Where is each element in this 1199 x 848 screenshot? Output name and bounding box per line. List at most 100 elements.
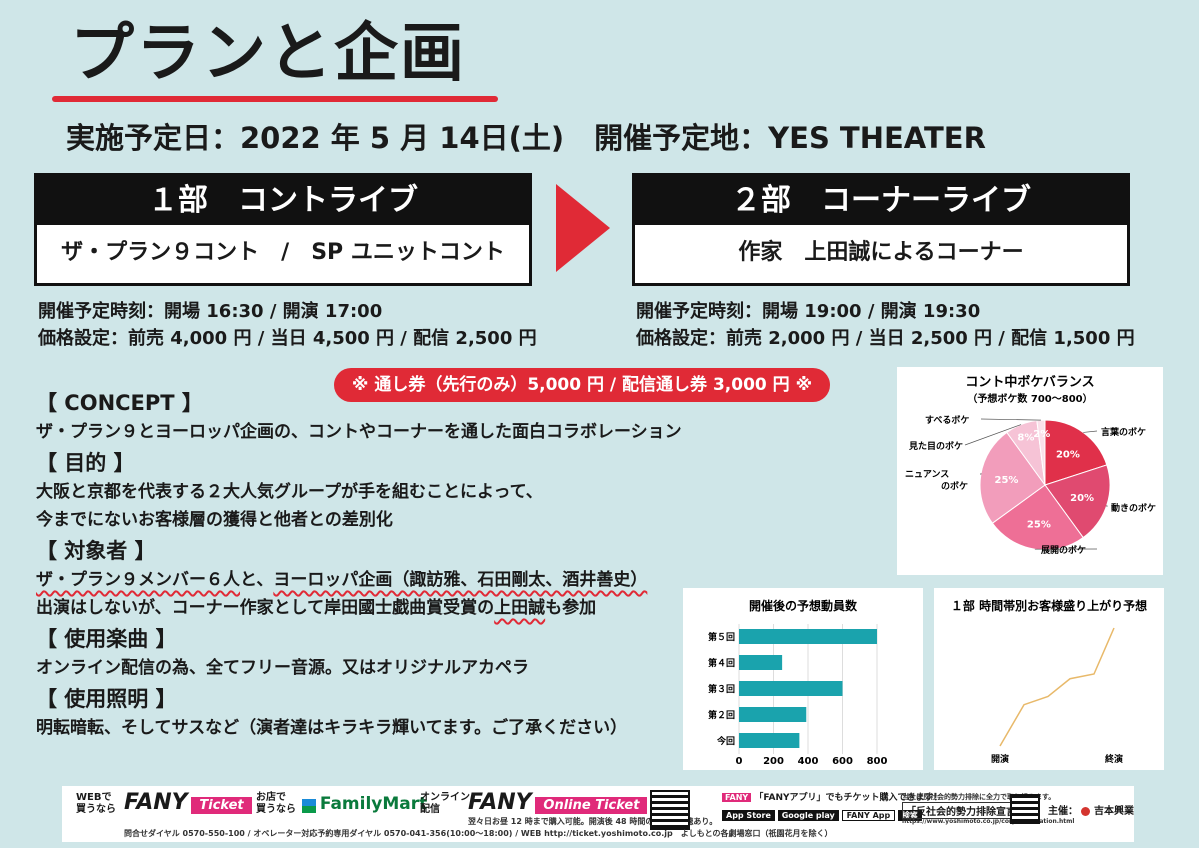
purpose-line1: 大阪と京都を代表する２大人気グループが手を組むことによって、 — [36, 482, 543, 502]
target-europa: ヨーロッパ企画（諏訪雅、石田剛太、酒井善史） — [273, 570, 648, 590]
ticket-tag: Ticket — [191, 797, 252, 814]
fany-online-logo[interactable]: FANY Online Ticket — [468, 790, 648, 815]
line-chart-panel: １部 時間帯別お客様盛り上がり予想 開演 終演 — [934, 588, 1164, 770]
pie-category-label: ニュアンス — [905, 469, 949, 480]
yoshimoto-logo-icon — [1081, 806, 1091, 816]
bar-category-label: 第２回 — [708, 709, 735, 721]
google-play-badge[interactable]: Google play — [777, 810, 839, 821]
bar-category-label: 第５回 — [708, 631, 735, 643]
app-store-badge[interactable]: App Store — [722, 810, 775, 821]
part2-heading: ２部 コーナーライブ — [635, 176, 1127, 225]
bar-category-label: 第３回 — [708, 683, 735, 695]
bar-x-tick: 800 — [867, 756, 888, 767]
event-venue: 開催予定地：YES THEATER — [594, 121, 986, 155]
bar-x-tick: 600 — [832, 756, 853, 767]
pie-value-label: 20% — [1070, 493, 1094, 504]
pie-leader-line — [1083, 430, 1098, 433]
part2-subtitle: 作家 上田誠によるコーナー — [738, 240, 1024, 265]
line-title: １部 時間帯別お客様盛り上がり予想 — [951, 598, 1147, 613]
part2-price: 価格設定：前売 2,000 円 / 当日 2,500 円 / 配信 1,500 … — [636, 328, 1135, 349]
line-series — [999, 627, 1115, 747]
fany-app-search[interactable]: FANY App — [841, 810, 896, 821]
pie-slice — [1044, 419, 1108, 486]
app-note-text: 「FANYアプリ」でもチケット購入できます！ — [754, 793, 943, 803]
store-buy-label: お店で 買うなら — [256, 792, 296, 815]
bar-category-label: 今回 — [716, 735, 735, 747]
target-line2: 出演はしないが、コーナー作家として岸田國士戯曲賞受賞の上田誠も参加 — [36, 594, 682, 622]
online-ticket-tag: Online Ticket — [535, 797, 648, 814]
pass-ticket-badge: ※ 通し券（先行のみ）5,000 円 / 配信通し券 3,000 円 ※ — [334, 368, 830, 402]
target-connector: と、 — [240, 570, 274, 590]
date-venue-line: 実施予定日：2022 年 5 月 14日(土) 開催予定地：YES THEATER — [66, 118, 986, 158]
target-plan9: ザ・プラン９メンバー６人 — [36, 570, 240, 590]
pie-value-label: 25% — [1027, 520, 1051, 531]
bar — [739, 655, 783, 670]
part1-price: 価格設定：前売 4,000 円 / 当日 4,500 円 / 配信 2,500 … — [38, 328, 537, 349]
contact-info: 問合せダイヤル 0570-550-100 / オペレーター対応予約専用ダイヤル … — [124, 829, 833, 838]
lighting-heading: 【 使用照明 】 — [36, 687, 177, 711]
bar-category-label: 第４回 — [708, 657, 735, 669]
bar — [739, 733, 800, 748]
sponsor-name: 吉本興業 — [1093, 806, 1134, 817]
part1-heading: １部 コントライブ — [37, 176, 529, 225]
pie-leader-line — [964, 424, 1022, 446]
purpose-line2: 今までにないお客様層の獲得と他者との差別化 — [36, 510, 393, 530]
pie-subtitle: （予想ボケ数 700〜800） — [967, 392, 1092, 405]
qr-code-icon-2[interactable] — [1010, 794, 1040, 824]
pie-slice — [1044, 464, 1111, 539]
bar-x-tick: 0 — [736, 756, 743, 767]
part1-info: 開催予定時刻：開場 16:30 / 開演 17:00 価格設定：前売 4,000… — [38, 298, 537, 352]
arrow-right-icon — [556, 184, 610, 272]
line-x-label-start: 開演 — [991, 753, 1009, 765]
bar-x-tick: 200 — [763, 756, 784, 767]
familymart-logo[interactable]: FamilyMart — [302, 794, 427, 814]
part1-time: 開催予定時刻：開場 16:30 / 開演 17:00 — [38, 301, 383, 322]
fany-text-2: FANY — [468, 790, 532, 815]
pie-value-label: 2% — [1033, 429, 1050, 440]
app-badges: App Store Google play FANY App 検索 — [722, 810, 923, 821]
footer: WEBで 買うなら FANY Ticket お店で 買うなら FamilyMar… — [62, 786, 1134, 842]
online-label: オンライン 配信 — [420, 792, 470, 815]
pie-category-label: 動きのボケ — [1111, 502, 1156, 514]
part2-info: 開催予定時刻：開場 19:00 / 開演 19:30 価格設定：前売 2,000… — [636, 298, 1135, 352]
target-heading: 【 対象者 】 — [36, 539, 156, 563]
antisocial-url[interactable]: https://www.yoshimoto.co.jp/corp/declara… — [902, 818, 1075, 825]
target-line1: ザ・プラン９メンバー６人と、ヨーロッパ企画（諏訪雅、石田剛太、酒井善史） — [36, 566, 682, 594]
pie-value-label: 25% — [995, 475, 1019, 486]
qr-code-icon[interactable] — [650, 790, 690, 830]
concept-heading: 【 CONCEPT 】 — [36, 391, 203, 415]
pie-title: コント中ボケバランス — [965, 374, 1094, 390]
pie-category-label: すべるボケ — [925, 414, 969, 426]
line-chart: １部 時間帯別お客様盛り上がり予想 開演 終演 — [951, 598, 1147, 765]
fany-text: FANY — [124, 790, 188, 815]
target-line2-prefix: 出演はしないが、コーナー作家として岸田國士戯曲賞受賞の — [36, 598, 495, 618]
sponsor: 主催： 吉本興業 — [1048, 802, 1134, 817]
pie-category-label: 展開のボケ — [1041, 544, 1086, 556]
pie-category-label: 言葉のボケ — [1101, 426, 1146, 438]
bar-chart-panel: 開催後の予想動員数 0 200 400 600 800 第５回第４回第３回第２回今回 — [683, 588, 923, 770]
part2-time: 開催予定時刻：開場 19:00 / 開演 19:30 — [636, 301, 981, 322]
bar-title: 開催後の予想動員数 — [749, 598, 858, 613]
pie-leader-line — [980, 418, 1041, 421]
pie-category-label-cont: のボケ — [941, 480, 968, 492]
music-heading: 【 使用楽曲 】 — [36, 627, 177, 651]
target-ueda: 上田誠 — [494, 598, 546, 618]
antisocial-note: 当社は反社会的勢力排除に全力で取り組みます。 — [902, 793, 1056, 801]
fany-ticket-logo[interactable]: FANY Ticket — [124, 790, 252, 815]
fany-app-icon: FANY — [722, 793, 752, 802]
pie-chart-panel: コント中ボケバランス （予想ボケ数 700〜800） 20% 言葉のボケ 20% 動き… — [897, 367, 1163, 575]
app-note: FANY 「FANYアプリ」でもチケット購入できます！ — [722, 790, 943, 803]
part1-box: １部 コントライブ ザ・プラン９コント / SP ユニットコント — [34, 173, 532, 286]
bar-x-tick: 400 — [798, 756, 819, 767]
search-button[interactable]: 検索 — [898, 810, 923, 821]
sale-note: 翌々日お昼 12 時まで購入可能。開演後 48 時間の見逃し視聴あり。 — [468, 817, 718, 826]
part2-box: ２部 コーナーライブ 作家 上田誠によるコーナー — [632, 173, 1130, 286]
familymart-icon — [302, 799, 316, 813]
event-date: 実施予定日：2022 年 5 月 14日(土) — [66, 121, 565, 155]
line-x-label-end: 終演 — [1105, 753, 1123, 765]
sections: 【 CONCEPT 】 ザ・プラン９とヨーロッパ企画の、コントやコーナーを通した… — [36, 388, 682, 742]
title-underline — [52, 96, 498, 102]
concept-text: ザ・プラン９とヨーロッパ企画の、コントやコーナーを通した面白コラボレーション — [36, 422, 682, 442]
music-text: オンライン配信の為、全てフリー音源。又はオリジナルアカペラ — [36, 658, 529, 678]
